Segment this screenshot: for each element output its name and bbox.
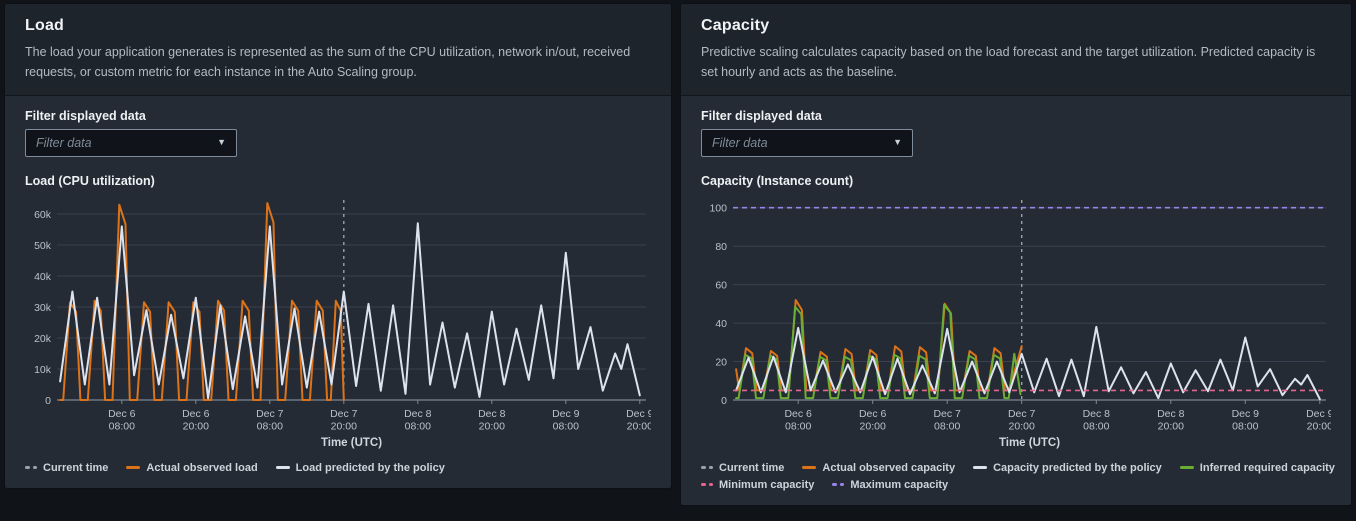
legend-row: Current time Actual observed load Load pre… — [25, 462, 651, 474]
svg-text:Dec 720:00: Dec 7 20:00 — [1008, 408, 1036, 433]
load-panel: Load The load your application generates… — [5, 4, 671, 488]
capacity-chart: 0 20 40 60 80 100 Dec 6 08:00 Dec 6 20:00 Dec 7 08:… — [709, 199, 1331, 449]
legend-label: Load predicted by the policy — [295, 461, 445, 474]
load-filter-select[interactable]: Filter data ▼ — [25, 128, 237, 157]
capacity-panel-header: Capacity Predictive scaling calculates c… — [681, 4, 1351, 96]
svg-text:Dec 620:00: Dec 6 20:00 — [182, 408, 210, 433]
svg-text:Dec 920:00: Dec 9 20:00 — [626, 408, 651, 433]
svg-text:20k: 20k — [34, 332, 52, 344]
svg-text:Dec 808:00: Dec 8 08:00 — [1083, 408, 1111, 433]
svg-text:40: 40 — [715, 317, 727, 329]
svg-text:Dec 608:00: Dec 6 08:00 — [784, 408, 812, 433]
legend-label: Inferred required capacity — [1199, 461, 1335, 474]
svg-text:Dec 808:00: Dec 8 08:00 — [404, 408, 432, 433]
svg-text:0: 0 — [45, 394, 51, 406]
capacity-filter-label: Filter displayed data — [701, 108, 822, 123]
capacity-filter-select[interactable]: Filter data ▼ — [701, 128, 913, 157]
legend-item: Inferred required capacity — [1179, 461, 1335, 474]
legend-item: Load predicted by the policy — [275, 461, 445, 474]
legend-label: Maximum capacity — [850, 478, 949, 491]
legend-item: Capacity predicted by the policy — [973, 462, 1162, 474]
load-panel-description: The load your application generates is r… — [25, 45, 631, 80]
legend-swatch — [701, 466, 713, 469]
capacity-panel-body: Filter displayed data Filter data ▼ Capa… — [681, 96, 1351, 505]
legend-item: Current time — [701, 462, 784, 474]
svg-text:30k: 30k — [34, 301, 52, 313]
svg-text:60: 60 — [715, 279, 727, 291]
svg-text:Time (UTC): Time (UTC) — [999, 437, 1060, 449]
load-chart-title: Load (CPU utilization) — [25, 173, 155, 188]
chevron-down-icon: ▼ — [893, 137, 902, 147]
svg-text:Dec 620:00: Dec 6 20:00 — [859, 408, 887, 433]
svg-text:60k: 60k — [34, 208, 52, 220]
legend-item: Actual observed capacity — [802, 462, 955, 474]
predictive-scaling-forecast-page: Load The load your application generates… — [5, 4, 1351, 505]
svg-text:Dec 908:00: Dec 9 08:00 — [552, 408, 580, 433]
legend-row: Minimum capacity Maximum capacity — [701, 479, 1331, 491]
capacity-panel-title: Capacity — [701, 17, 770, 34]
legend-item: Current time — [25, 462, 108, 474]
svg-text:Dec 708:00: Dec 7 08:00 — [256, 408, 284, 433]
legend-label: Current time — [43, 461, 109, 474]
load-panel-title: Load — [25, 17, 65, 34]
capacity-filter-placeholder: Filter data — [712, 135, 768, 150]
load-filter-label: Filter displayed data — [25, 108, 146, 123]
legend-label: Current time — [719, 461, 785, 474]
svg-text:50k: 50k — [34, 239, 52, 251]
load-panel-header: Load The load your application generates… — [5, 4, 671, 96]
svg-text:Dec 608:00: Dec 6 08:00 — [108, 408, 136, 433]
load-filter-placeholder: Filter data — [36, 135, 92, 150]
legend-item: Maximum capacity — [832, 479, 948, 491]
legend-row: Current time Actual observed capacity Capa… — [701, 462, 1335, 474]
legend-swatch — [25, 466, 37, 469]
svg-text:0: 0 — [721, 394, 727, 406]
svg-text:Dec 820:00: Dec 8 20:00 — [1157, 408, 1185, 433]
legend-swatch — [126, 466, 141, 469]
svg-text:Dec 720:00: Dec 7 20:00 — [330, 408, 358, 433]
svg-text:100: 100 — [709, 202, 727, 214]
capacity-chart-title: Capacity (Instance count) — [701, 173, 854, 188]
svg-text:Dec 908:00: Dec 9 08:00 — [1232, 408, 1260, 433]
legend-label: Actual observed load — [146, 461, 258, 474]
load-chart-legend: Current time Actual observed load Load pre… — [25, 462, 651, 474]
svg-text:40k: 40k — [34, 270, 52, 282]
capacity-panel-description: Predictive scaling calculates capacity b… — [701, 45, 1316, 80]
legend-label: Actual observed capacity — [822, 461, 956, 474]
svg-text:Dec 708:00: Dec 7 08:00 — [933, 408, 961, 433]
svg-text:Time (UTC): Time (UTC) — [321, 437, 382, 449]
capacity-chart-legend: Current time Actual observed capacity Capa… — [701, 462, 1335, 491]
legend-swatch — [802, 466, 817, 469]
legend-label: Minimum capacity — [719, 478, 815, 491]
legend-item: Actual observed load — [126, 461, 258, 474]
svg-text:80: 80 — [715, 241, 727, 253]
load-panel-body: Filter displayed data Filter data ▼ Load… — [5, 96, 671, 488]
svg-text:Dec 920:00: Dec 9 20:00 — [1306, 408, 1331, 433]
svg-text:10k: 10k — [34, 363, 52, 375]
legend-label: Capacity predicted by the policy — [993, 461, 1162, 474]
capacity-panel: Capacity Predictive scaling calculates c… — [681, 4, 1351, 505]
legend-swatch — [275, 466, 290, 469]
legend-swatch — [832, 483, 845, 486]
svg-text:20: 20 — [715, 356, 727, 368]
legend-item: Minimum capacity — [701, 479, 814, 491]
legend-swatch — [973, 466, 988, 469]
legend-swatch — [1179, 466, 1194, 469]
legend-swatch — [701, 483, 713, 486]
svg-text:Dec 820:00: Dec 8 20:00 — [478, 408, 506, 433]
load-chart: 0 10k 20k 30k 40k 50k 60k Dec 6 08:00 Dec 6 20:00 D… — [34, 199, 651, 449]
chevron-down-icon: ▼ — [217, 137, 226, 147]
